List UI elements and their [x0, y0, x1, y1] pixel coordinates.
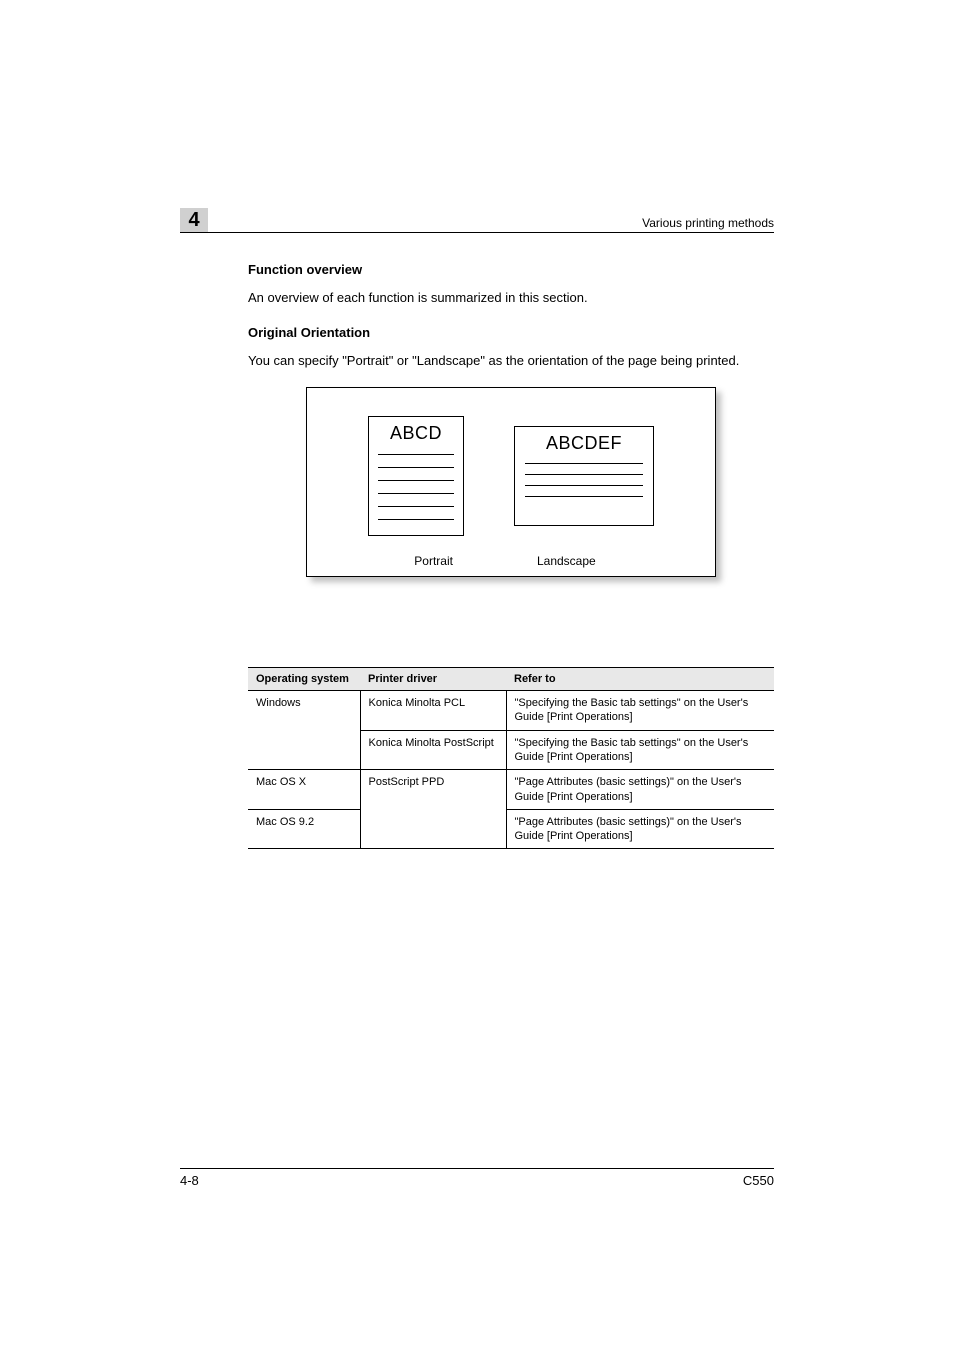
page: 4 Various printing methods Function over… [0, 0, 954, 1350]
doc-line [525, 485, 643, 486]
doc-line [525, 463, 643, 464]
section-title: Function overview [248, 262, 774, 277]
cell-os: Mac OS 9.2 [248, 809, 360, 849]
cell-os: Windows [248, 691, 360, 731]
reference-table: Operating system Printer driver Refer to… [248, 667, 774, 849]
doc-line [525, 474, 643, 475]
table-row: Windows Konica Minolta PCL "Specifying t… [248, 691, 774, 731]
doc-line [525, 496, 643, 497]
table-row: Mac OS 9.2 "Page Attributes (basic setti… [248, 809, 774, 849]
header-rule [180, 232, 774, 233]
doc-line [378, 506, 454, 507]
cell-driver [360, 809, 506, 849]
table-header-row: Operating system Printer driver Refer to [248, 668, 774, 691]
col-driver: Printer driver [360, 668, 506, 691]
cell-refer: "Specifying the Basic tab settings" on t… [506, 730, 774, 770]
doc-line [378, 519, 454, 520]
cell-os [248, 730, 360, 770]
landscape-label: Landscape [537, 554, 596, 568]
landscape-doc-icon: ABCDEF [514, 426, 654, 526]
orientation-figure: ABCD ABCDEF Portrait La [306, 387, 716, 577]
running-header: Various printing methods [642, 216, 774, 230]
cell-driver: PostScript PPD [360, 770, 506, 810]
chapter-number: 4 [188, 209, 199, 231]
chapter-number-box: 4 [180, 208, 208, 232]
cell-os: Mac OS X [248, 770, 360, 810]
portrait-doc-text: ABCD [390, 423, 442, 444]
section-intro: An overview of each function is summariz… [248, 289, 774, 307]
portrait-doc-icon: ABCD [368, 416, 464, 536]
orientation-labels: Portrait Landscape [307, 554, 715, 568]
landscape-doc-text: ABCDEF [546, 433, 622, 454]
orientation-pair: ABCD ABCDEF [307, 388, 715, 536]
cell-driver: Konica Minolta PostScript [360, 730, 506, 770]
doc-line [378, 480, 454, 481]
page-footer: 4-8 C550 [180, 1168, 774, 1188]
subsection-body: You can specify "Portrait" or "Landscape… [248, 352, 774, 370]
doc-line [378, 493, 454, 494]
col-refer: Refer to [506, 668, 774, 691]
doc-line [378, 454, 454, 455]
cell-refer: "Page Attributes (basic settings)" on th… [506, 809, 774, 849]
model-label: C550 [743, 1173, 774, 1188]
cell-refer: "Specifying the Basic tab settings" on t… [506, 691, 774, 731]
col-os: Operating system [248, 668, 360, 691]
page-number: 4-8 [180, 1173, 199, 1188]
content-area: Function overview An overview of each fu… [248, 262, 774, 849]
cell-driver: Konica Minolta PCL [360, 691, 506, 731]
table-row: Konica Minolta PostScript "Specifying th… [248, 730, 774, 770]
doc-line [378, 467, 454, 468]
subsection-title: Original Orientation [248, 325, 774, 340]
cell-refer: "Page Attributes (basic settings)" on th… [506, 770, 774, 810]
portrait-label: Portrait [414, 554, 453, 568]
table-row: Mac OS X PostScript PPD "Page Attributes… [248, 770, 774, 810]
